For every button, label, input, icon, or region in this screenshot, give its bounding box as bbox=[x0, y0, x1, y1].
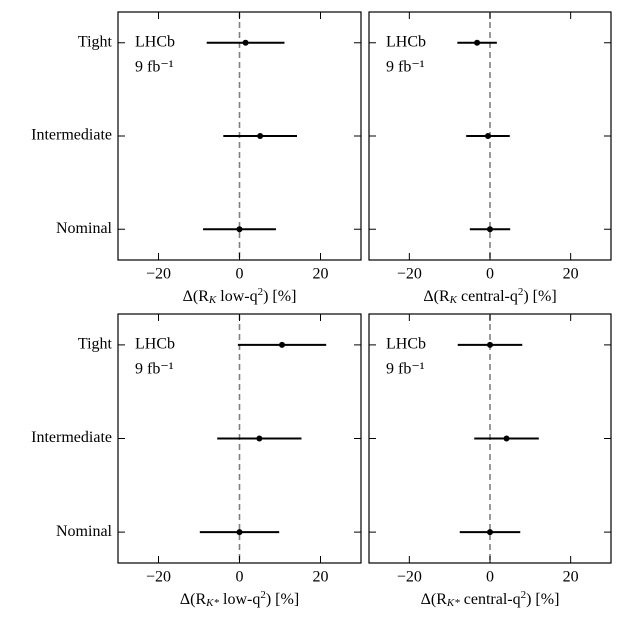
x-tick-label: 0 bbox=[236, 266, 244, 283]
x-tick-label: −20 bbox=[397, 266, 422, 283]
annotation: 9 fb⁻¹ bbox=[135, 59, 174, 76]
x-axis-label-part: K* bbox=[205, 597, 219, 609]
x-axis-label: Δ(RK* low-q2) [%] bbox=[180, 589, 299, 609]
x-axis-label-part: ) [%] bbox=[266, 591, 299, 608]
annotation: 9 fb⁻¹ bbox=[386, 361, 425, 378]
annotation: 9 fb⁻¹ bbox=[135, 361, 174, 378]
x-tick-label: −20 bbox=[146, 569, 171, 586]
x-axis-label-part: K bbox=[208, 294, 217, 306]
x-axis-label-part: central-q bbox=[457, 288, 518, 305]
x-axis-label-part: 2 bbox=[518, 286, 524, 298]
x-axis-label: Δ(RK central-q2) [%] bbox=[423, 286, 556, 306]
x-tick-label: 20 bbox=[313, 266, 329, 283]
x-tick-label: 0 bbox=[486, 266, 494, 283]
x-axis-label-part: 2 bbox=[521, 589, 527, 601]
data-point bbox=[503, 435, 510, 442]
x-axis-label-part: K bbox=[449, 294, 458, 306]
x-axis-label-part: 2 bbox=[258, 286, 264, 298]
data-point bbox=[257, 133, 264, 139]
x-axis-label-part: K* bbox=[446, 597, 460, 609]
annotation: LHCb bbox=[386, 336, 426, 353]
data-point bbox=[487, 341, 493, 348]
data-point bbox=[487, 529, 493, 536]
x-axis-label-part: low-q bbox=[219, 591, 260, 608]
x-tick-label: 20 bbox=[313, 569, 329, 586]
y-tick-label: Intermediate bbox=[31, 127, 112, 144]
data-point bbox=[236, 226, 243, 233]
data-point bbox=[487, 226, 493, 233]
annotation: 9 fb⁻¹ bbox=[386, 59, 425, 76]
x-tick-label: 0 bbox=[236, 569, 244, 586]
x-axis-label: Δ(RK low-q2) [%] bbox=[183, 286, 297, 306]
x-axis-label-part: ) [%] bbox=[526, 591, 559, 608]
x-axis-label-part: ) [%] bbox=[263, 288, 296, 305]
data-point bbox=[242, 39, 249, 46]
x-axis-label-part: Δ(R bbox=[180, 591, 207, 608]
x-axis-label-part: Δ(R bbox=[421, 591, 448, 608]
annotation: LHCb bbox=[386, 34, 426, 51]
y-tick-label: Tight bbox=[78, 33, 113, 50]
x-axis-label-part: 2 bbox=[260, 589, 266, 601]
x-tick-label: −20 bbox=[146, 266, 171, 283]
x-axis-label-part: ) [%] bbox=[523, 288, 556, 305]
data-point bbox=[256, 435, 263, 442]
x-axis-label-part: Δ(R bbox=[183, 288, 210, 305]
x-tick-label: 20 bbox=[563, 569, 579, 586]
x-tick-label: 0 bbox=[486, 569, 494, 586]
data-point bbox=[236, 529, 243, 536]
x-tick-label: −20 bbox=[397, 569, 422, 586]
y-tick-label: Tight bbox=[78, 336, 113, 353]
x-axis-label: Δ(RK* central-q2) [%] bbox=[421, 589, 560, 609]
x-axis-label-part: central-q bbox=[460, 591, 521, 608]
annotation: LHCb bbox=[135, 336, 175, 353]
data-point bbox=[484, 133, 491, 139]
y-tick-label: Nominal bbox=[56, 220, 113, 237]
y-tick-label: Nominal bbox=[56, 523, 113, 540]
x-axis-label-part: low-q bbox=[216, 288, 257, 305]
x-axis-label-part: Δ(R bbox=[423, 288, 450, 305]
data-point bbox=[474, 39, 481, 46]
y-tick-label: Intermediate bbox=[31, 429, 112, 446]
data-point bbox=[279, 341, 286, 348]
x-tick-label: 20 bbox=[563, 266, 579, 283]
annotation: LHCb bbox=[135, 34, 175, 51]
